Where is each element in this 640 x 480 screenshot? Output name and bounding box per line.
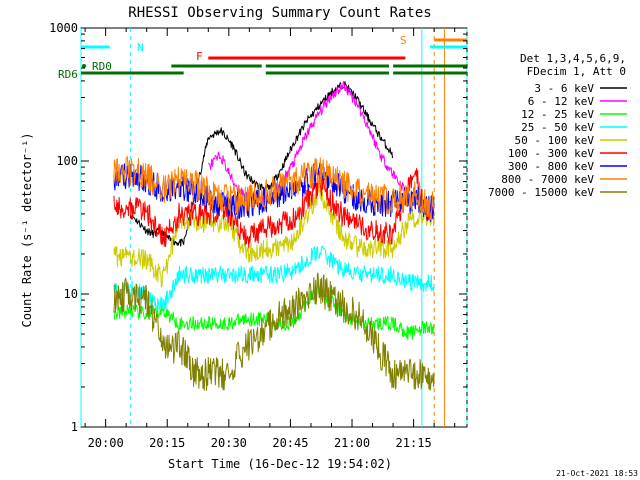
y-tick-label-0: 1 (71, 420, 78, 434)
legend-label-4: 50 - 100 keV (515, 134, 595, 147)
x-tick-label-2: 20:30 (211, 436, 247, 450)
legend-label-3: 25 - 50 keV (521, 121, 594, 134)
legend-header-1: FDecim 1, Att 0 (527, 65, 626, 78)
flag-label-3: F (196, 50, 203, 63)
series-line-6 (113, 162, 435, 222)
series-line-2 (113, 282, 435, 341)
y-tick-label-2: 100 (56, 154, 78, 168)
y-tick-label-1: 10 (64, 287, 78, 301)
flag-label-4: S (400, 34, 407, 47)
chart-title: RHESSI Observing Summary Count Rates (128, 5, 431, 21)
x-tick-label-5: 21:15 (396, 436, 432, 450)
legend-label-7: 800 - 7000 keV (501, 173, 594, 186)
flag-label-2: RD6 (58, 68, 78, 81)
y-axis-label: Count Rate (s⁻¹ detector⁻¹) (20, 132, 34, 327)
legend-label-2: 12 - 25 keV (521, 108, 594, 121)
axes: N RD0 RD6 F S 20:00 20:15 20:30 20:45 21:00 21:15 1… (49, 21, 467, 450)
legend-label-6: 300 - 800 keV (508, 160, 594, 173)
series-line-8 (113, 272, 435, 391)
rd0-marker (82, 64, 86, 68)
x-axis-label: Start Time (16-Dec-12 19:54:02) (168, 457, 392, 471)
flag-label-1: RD0 (92, 60, 112, 73)
legend-header-0: Det 1,3,4,5,6,9, (520, 52, 626, 65)
plot-area (80, 28, 468, 427)
x-tick-label-0: 20:00 (88, 436, 124, 450)
x-tick-label-4: 21:00 (334, 436, 370, 450)
legend-label-1: 6 - 12 keV (528, 95, 595, 108)
series-line-7 (113, 155, 435, 221)
legend: Det 1,3,4,5,6,9,FDecim 1, Att 0 3 - 6 keV… (488, 52, 627, 199)
series-line-4 (113, 180, 435, 288)
legend-label-0: 3 - 6 keV (534, 82, 594, 95)
flag-label-0: N (137, 41, 144, 54)
footer-timestamp: 21-Oct-2021 18:53 (556, 469, 638, 478)
y-tick-label-3: 1000 (49, 21, 78, 35)
x-tick-label-3: 20:45 (272, 436, 308, 450)
series-line-5 (113, 168, 435, 249)
legend-label-8: 7000 - 15000 keV (488, 186, 594, 199)
legend-label-5: 100 - 300 keV (508, 147, 594, 160)
series-line-3 (113, 245, 435, 311)
x-tick-label-1: 20:15 (149, 436, 185, 450)
